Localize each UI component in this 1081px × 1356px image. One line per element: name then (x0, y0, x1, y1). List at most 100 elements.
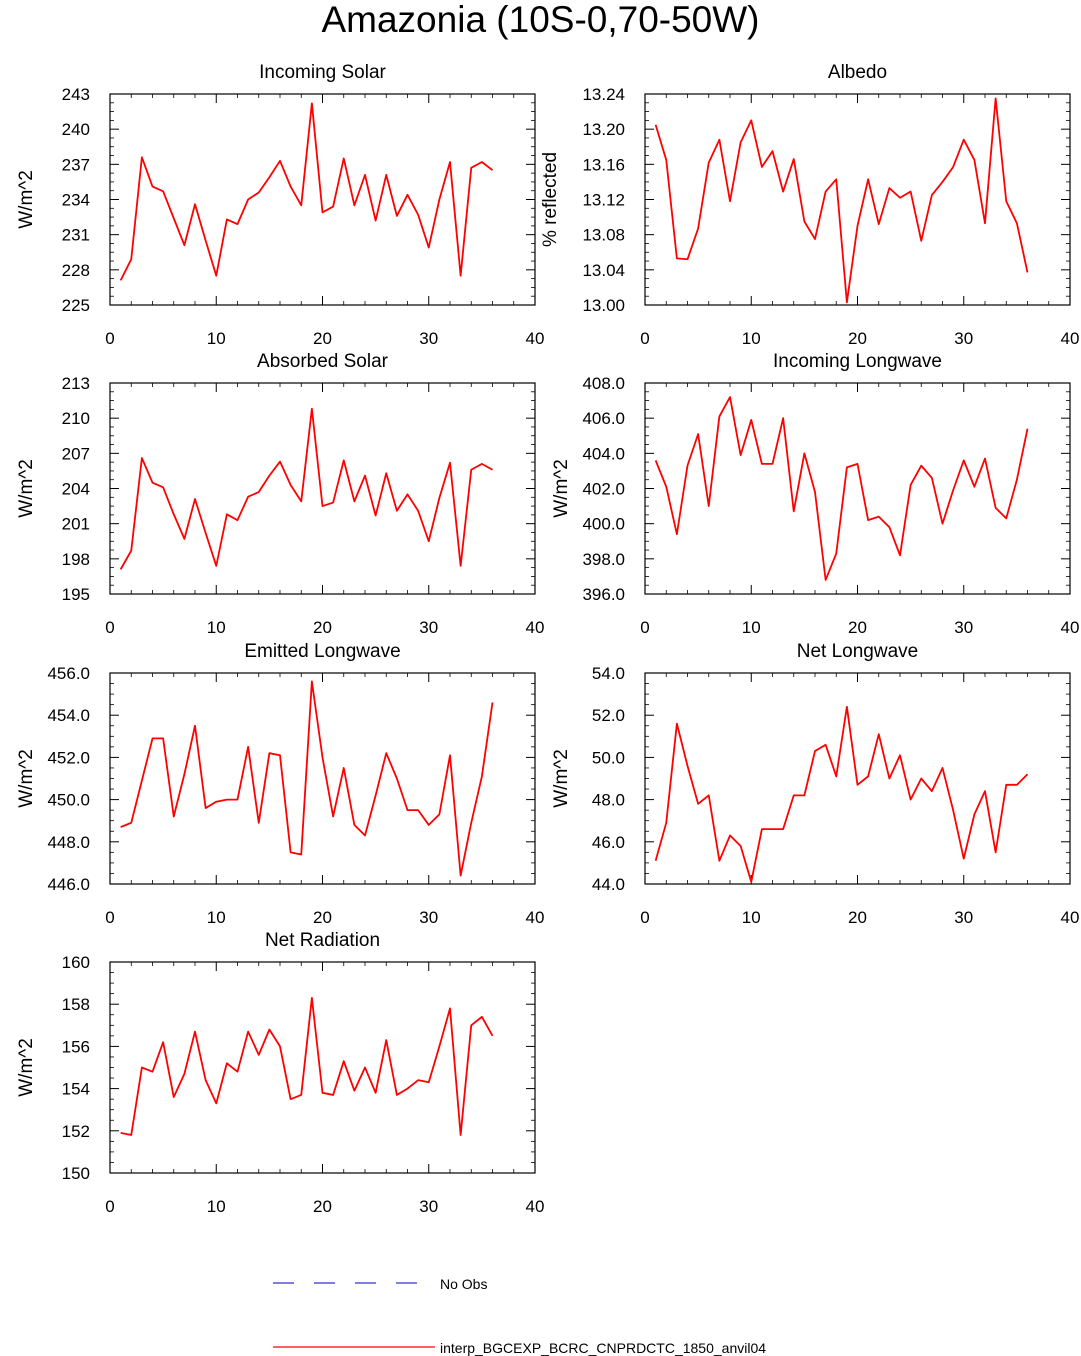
x-tick-label: 10 (207, 329, 226, 348)
y-tick-label: 396.0 (582, 585, 625, 604)
series-line (654, 396, 1029, 581)
x-tick-label: 10 (207, 1197, 226, 1216)
series-line (654, 705, 1029, 883)
x-tick-label: 0 (105, 618, 114, 637)
y-tick-label: 234 (62, 191, 90, 210)
x-tick-label: 30 (954, 618, 973, 637)
y-tick-label: 446.0 (47, 875, 90, 894)
x-tick-label: 20 (313, 1197, 332, 1216)
x-tick-label: 40 (526, 329, 545, 348)
chart-panel-4: 0 10 20 30 40 396.0 398.0 400.0 402.0 404.0 406.0 4… (551, 351, 1079, 637)
y-tick-label: 44.0 (592, 875, 625, 894)
y-tick-label: 228 (62, 261, 90, 280)
y-tick-label: 207 (62, 444, 90, 463)
y-axis-label: W/m^2 (551, 459, 572, 518)
x-tick-label: 10 (207, 618, 226, 637)
y-tick-label: 231 (62, 226, 90, 245)
panel-title: Incoming Solar (259, 62, 386, 83)
y-tick-label: 225 (62, 296, 90, 315)
series-line (654, 97, 1029, 304)
y-tick-label: 150 (62, 1164, 90, 1183)
x-tick-label: 40 (526, 618, 545, 637)
y-tick-label: 402.0 (582, 480, 625, 499)
panel-title: Albedo (828, 62, 887, 83)
panel-title: Incoming Longwave (773, 351, 942, 372)
y-tick-label: 13.00 (582, 296, 625, 315)
x-tick-label: 10 (742, 908, 761, 927)
y-axis-label: W/m^2 (16, 749, 37, 808)
y-tick-label: 398.0 (582, 550, 625, 569)
chart-panel-1: 0 10 20 30 40 225 228 231 234 237 240 243 Incoming S… (16, 62, 544, 348)
series-line (120, 996, 494, 1136)
y-tick-label: 400.0 (582, 515, 625, 534)
y-tick-label: 13.08 (582, 226, 625, 245)
y-axis-label: W/m^2 (551, 749, 572, 808)
x-tick-label: 0 (105, 329, 114, 348)
x-tick-label: 20 (313, 329, 332, 348)
y-tick-label: 48.0 (592, 791, 625, 810)
x-tick-label: 30 (419, 618, 438, 637)
x-tick-label: 0 (105, 908, 114, 927)
x-tick-label: 30 (954, 908, 973, 927)
x-tick-label: 30 (419, 329, 438, 348)
x-tick-label: 0 (640, 329, 649, 348)
y-tick-label: 54.0 (592, 664, 625, 683)
y-tick-label: 456.0 (47, 664, 90, 683)
plot-frame (644, 382, 1071, 595)
y-tick-label: 448.0 (47, 833, 90, 852)
x-tick-label: 30 (419, 1197, 438, 1216)
y-tick-label: 408.0 (582, 374, 625, 393)
y-tick-label: 450.0 (47, 791, 90, 810)
panel-title: Net Longwave (797, 641, 918, 662)
y-tick-label: 195 (62, 585, 90, 604)
x-tick-label: 40 (1061, 618, 1080, 637)
series-line (119, 102, 494, 281)
y-axis-label: W/m^2 (16, 1038, 37, 1097)
x-tick-label: 30 (954, 329, 973, 348)
y-tick-label: 198 (62, 550, 90, 569)
x-tick-label: 10 (742, 618, 761, 637)
y-tick-label: 404.0 (582, 444, 625, 463)
y-tick-label: 160 (62, 953, 90, 972)
chart-panel-7: 0 10 20 30 40 150 152 154 156 158 160 Net Radiation… (16, 930, 544, 1216)
x-tick-label: 20 (313, 908, 332, 927)
x-tick-label: 30 (419, 908, 438, 927)
y-tick-label: 13.16 (582, 155, 625, 174)
y-tick-label: 237 (62, 155, 90, 174)
plot-frame (109, 382, 536, 595)
y-tick-label: 452.0 (47, 748, 90, 767)
y-tick-label: 13.24 (582, 85, 625, 104)
chart-panel-6: 0 10 20 30 40 44.0 46.0 48.0 50.0 52.0 54.0 Net Lon… (551, 641, 1079, 927)
y-tick-label: 406.0 (582, 409, 625, 428)
panel-title: Emitted Longwave (244, 641, 400, 662)
x-tick-label: 40 (1061, 329, 1080, 348)
y-tick-label: 13.04 (582, 261, 625, 280)
y-axis-label: W/m^2 (16, 170, 37, 229)
x-tick-label: 10 (207, 908, 226, 927)
x-tick-label: 0 (640, 618, 649, 637)
y-tick-label: 243 (62, 85, 90, 104)
x-tick-label: 0 (640, 908, 649, 927)
y-tick-label: 210 (62, 409, 90, 428)
chart-panel-5: 0 10 20 30 40 446.0 448.0 450.0 452.0 454.0 456.0 E… (16, 641, 544, 927)
y-tick-label: 50.0 (592, 748, 625, 767)
series-line (119, 407, 493, 570)
x-tick-label: 20 (848, 618, 867, 637)
x-tick-label: 20 (313, 618, 332, 637)
panel-title: Net Radiation (265, 930, 380, 951)
y-tick-label: 154 (62, 1080, 90, 1099)
y-tick-label: 204 (62, 480, 90, 499)
y-tick-label: 52.0 (592, 706, 625, 725)
y-axis-label: W/m^2 (16, 459, 37, 518)
y-tick-label: 13.12 (582, 191, 625, 210)
x-tick-label: 0 (105, 1197, 114, 1216)
y-tick-label: 454.0 (47, 706, 90, 725)
x-tick-label: 20 (848, 908, 867, 927)
y-tick-label: 240 (62, 120, 90, 139)
chart-panel-2: 0 10 20 30 40 13.00 13.04 13.08 13.12 13.16 13.20 1… (540, 62, 1079, 348)
x-tick-label: 10 (742, 329, 761, 348)
y-tick-label: 152 (62, 1122, 90, 1141)
x-tick-label: 40 (526, 1197, 545, 1216)
y-tick-label: 158 (62, 995, 90, 1014)
